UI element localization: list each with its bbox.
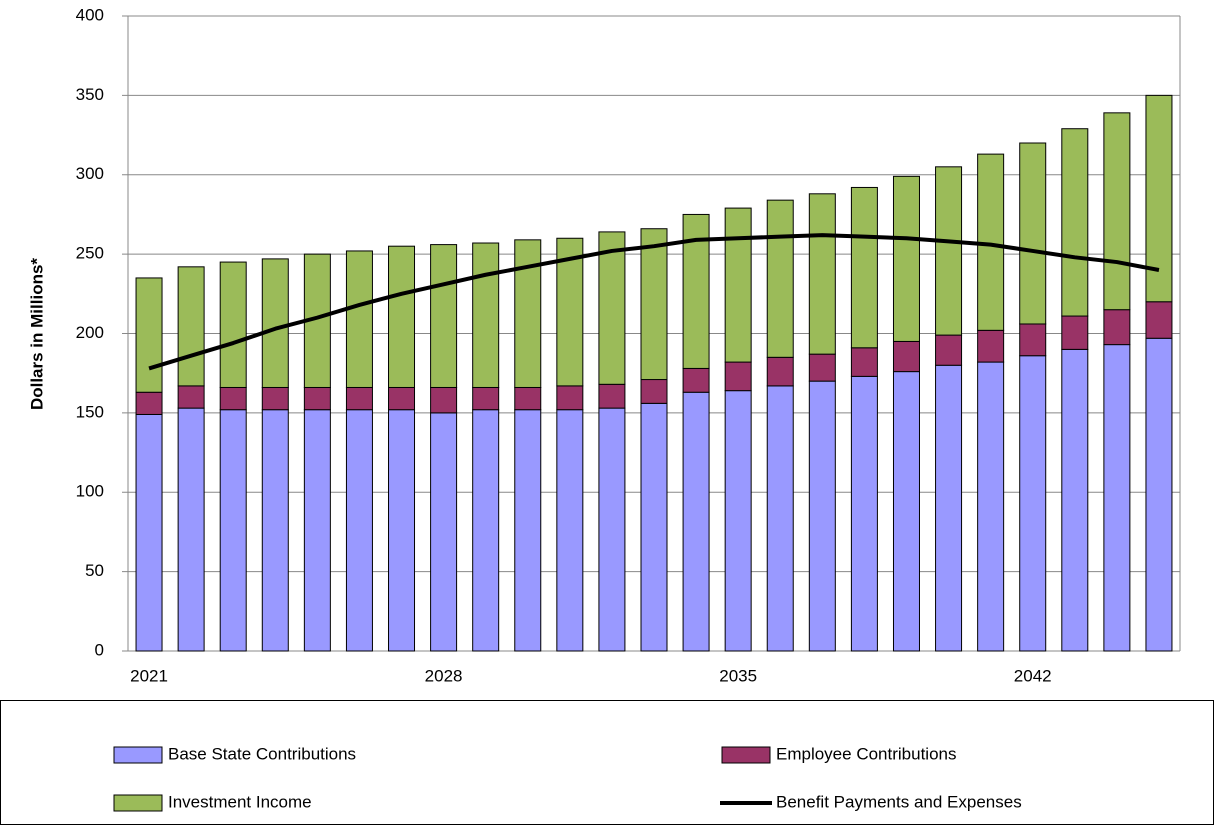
bar-segment — [261, 386, 289, 411]
bar-segment — [1145, 301, 1173, 339]
bar-segment — [388, 245, 416, 388]
bar-segment — [935, 334, 963, 366]
bar-segment — [682, 367, 710, 393]
bar-segment — [303, 409, 331, 652]
legend-label: Benefit Payments and Expenses — [776, 792, 1022, 811]
bar-segment — [766, 356, 794, 387]
bar-segment — [640, 379, 668, 404]
bar-segment — [892, 371, 920, 652]
bar-segment — [598, 407, 626, 652]
bar-segment — [1103, 112, 1131, 311]
legend-label: Investment Income — [168, 792, 312, 811]
bar-segment — [345, 409, 373, 652]
x-tick-label: 2035 — [719, 666, 757, 685]
y-axis-label: Dollars in Millions* — [27, 258, 46, 410]
bar-segment — [219, 261, 247, 388]
bar-segment — [808, 193, 836, 355]
y-tick-label: 250 — [76, 244, 104, 263]
bar-segment — [1019, 142, 1047, 325]
bar-segment — [766, 385, 794, 652]
bar-segment — [1103, 309, 1131, 346]
x-tick-label: 2042 — [1014, 666, 1052, 685]
bar-segment — [388, 409, 416, 652]
bar-segment — [682, 391, 710, 652]
bar-segment — [850, 347, 878, 377]
bar-segment — [598, 231, 626, 385]
line-series — [148, 233, 1160, 371]
bar-segment — [892, 175, 920, 342]
bar-segment — [514, 409, 542, 652]
y-tick-label: 100 — [76, 482, 104, 501]
bar-segment — [514, 386, 542, 411]
bar-segment — [724, 361, 752, 392]
bar-segment — [766, 199, 794, 358]
bar-segment — [177, 407, 205, 652]
bar-segment — [724, 390, 752, 652]
bar-segment — [135, 277, 163, 393]
y-tick-label: 50 — [85, 561, 104, 580]
bar-segment — [850, 375, 878, 652]
bar-segment — [472, 409, 500, 652]
y-tick-label: 400 — [76, 5, 104, 24]
bar-segment — [1145, 94, 1173, 303]
bar-segment — [1061, 315, 1089, 350]
y-tick-label: 200 — [76, 323, 104, 342]
bar-segment — [556, 237, 584, 387]
bar-segment — [472, 242, 500, 388]
bar-segment — [345, 386, 373, 411]
bar-segment — [640, 402, 668, 652]
bar-segment — [261, 409, 289, 652]
bar-segment — [430, 412, 458, 652]
bar-segment — [892, 340, 920, 373]
bar-segment — [177, 266, 205, 387]
bar-segment — [514, 239, 542, 388]
bar-segment — [808, 353, 836, 382]
bar-segment — [135, 413, 163, 652]
bar-segment — [303, 386, 331, 411]
bar-segment — [430, 244, 458, 388]
legend-swatch — [113, 794, 163, 812]
y-tick-label: 0 — [95, 640, 104, 659]
y-tick-label: 300 — [76, 164, 104, 183]
x-tick-label: 2021 — [130, 666, 168, 685]
bar-segment — [1061, 348, 1089, 652]
legend-swatch — [113, 746, 163, 764]
bar-segment — [640, 228, 668, 381]
bar-segment — [1019, 355, 1047, 652]
bar-segment — [977, 361, 1005, 652]
bar-segment — [724, 207, 752, 363]
bar-segment — [345, 250, 373, 388]
legend-swatch — [721, 746, 771, 764]
bar-segment — [1145, 337, 1173, 652]
bar-segment — [430, 386, 458, 414]
bar-segment — [1061, 128, 1089, 317]
bar-segment — [850, 186, 878, 349]
bar-segment — [472, 386, 500, 411]
bar-segment — [556, 385, 584, 411]
bar-segment — [135, 391, 163, 415]
y-tick-label: 350 — [76, 85, 104, 104]
bar-segment — [935, 166, 963, 336]
bar-segment — [808, 380, 836, 652]
bar-segment — [598, 383, 626, 409]
bar-segment — [177, 385, 205, 409]
legend-box — [0, 700, 1214, 825]
bar-segment — [219, 409, 247, 652]
legend-label: Employee Contributions — [776, 744, 956, 763]
bar-segment — [219, 386, 247, 411]
bar-segment — [556, 409, 584, 652]
bar-segment — [977, 329, 1005, 363]
x-tick-label: 2028 — [425, 666, 463, 685]
bar-segment — [261, 258, 289, 388]
y-tick-label: 150 — [76, 402, 104, 421]
bar-segment — [1103, 344, 1131, 652]
legend-label: Base State Contributions — [168, 744, 356, 763]
bar-segment — [1019, 323, 1047, 357]
bar-segment — [388, 386, 416, 411]
bar-segment — [935, 364, 963, 652]
